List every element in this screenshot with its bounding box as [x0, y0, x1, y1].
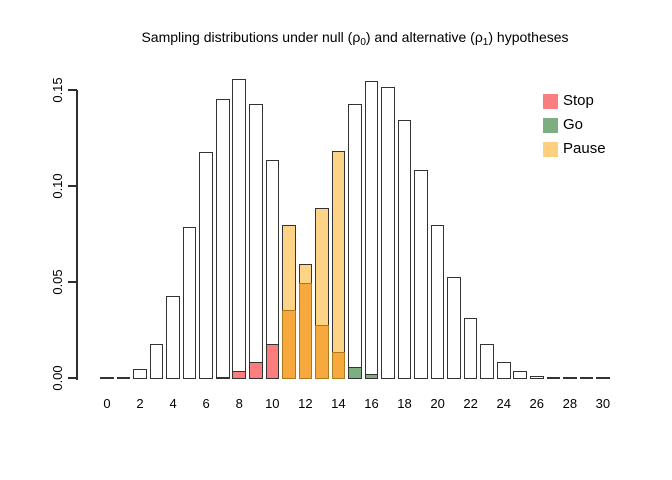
y-tick	[68, 185, 77, 187]
chart-title-text: Sampling distributions under null (ρ	[141, 29, 361, 45]
chart-title: Sampling distributions under null (ρ0) a…	[55, 29, 655, 48]
bar-null-x5	[182, 227, 197, 379]
bar-alt-x23	[480, 344, 494, 379]
bar-null-x16	[364, 374, 379, 379]
x-tick-label: 18	[397, 396, 412, 411]
x-tick-label: 20	[430, 396, 445, 411]
legend-label-pause: Pause	[563, 140, 606, 157]
legend-swatch-go	[543, 118, 558, 133]
bar-alt-x27	[546, 376, 561, 379]
bar-alt-x24	[496, 361, 511, 379]
bar-null-x15	[348, 367, 362, 379]
bar-null-x1	[116, 376, 131, 379]
bar-null-x30	[596, 376, 610, 379]
bar-alt-x11	[282, 309, 296, 379]
y-tick-label: 0.05	[50, 269, 65, 295]
bar-alt-x29	[579, 376, 594, 379]
bar-null-x14	[331, 352, 346, 379]
bar-alt-x15	[348, 104, 362, 379]
bar-null-x13	[315, 325, 329, 379]
y-tick	[68, 281, 77, 283]
x-tick-label: 8	[235, 396, 243, 411]
bar-alt-x9	[248, 361, 263, 379]
bar-alt-x28	[563, 376, 577, 379]
x-tick-label: 26	[529, 396, 544, 411]
bar-null-x2	[133, 369, 147, 379]
chart-title-text-end: ) hypotheses	[488, 29, 569, 45]
bar-alt-x20	[430, 225, 445, 379]
x-tick-label: 22	[463, 396, 478, 411]
bar-alt-x25	[513, 371, 528, 379]
bar-alt-x18	[397, 119, 412, 379]
rho1-subscript: 1	[482, 37, 489, 48]
bar-alt-x22	[463, 317, 478, 379]
y-tick-label: 0.00	[50, 365, 65, 391]
legend-swatch-stop	[543, 94, 558, 109]
bar-null-x12	[298, 283, 313, 379]
bar-null-x0	[100, 376, 114, 379]
bar-alt-x17	[381, 87, 395, 379]
x-tick-label: 16	[364, 396, 379, 411]
bar-alt-x19	[414, 169, 428, 379]
y-tick-label: 0.15	[50, 77, 65, 103]
x-tick-label: 2	[136, 396, 144, 411]
bar-alt-x8	[232, 371, 247, 379]
bar-null-x7	[215, 98, 230, 379]
bar-alt-x10	[265, 344, 280, 379]
legend-swatch-pause	[543, 142, 558, 157]
bar-null-x4	[166, 296, 180, 379]
rho0-subscript: 0	[360, 37, 366, 48]
x-tick-label: 0	[103, 396, 111, 411]
x-tick-label: 28	[562, 396, 578, 411]
bar-alt-x26	[529, 376, 544, 379]
bar-alt-x16	[364, 81, 379, 379]
bar-alt-x14	[331, 150, 346, 379]
legend-label-stop: Stop	[563, 92, 594, 109]
x-tick-label: 6	[202, 396, 210, 411]
bar-null-x9	[248, 104, 263, 379]
x-tick-label: 30	[595, 396, 611, 411]
x-tick-label: 24	[496, 396, 511, 411]
y-tick-label: 0.10	[50, 173, 65, 199]
chart-title-text-mid: ) and alternative (ρ	[365, 29, 483, 45]
bar-alt-x21	[447, 277, 461, 379]
bar-alt-x7	[215, 376, 230, 379]
x-tick-label: 10	[265, 396, 280, 411]
y-tick	[68, 89, 77, 91]
bar-null-x8	[232, 79, 247, 379]
y-axis-line	[76, 90, 78, 380]
y-tick	[68, 377, 77, 379]
x-tick-label: 12	[298, 396, 313, 411]
bar-null-x6	[199, 152, 213, 379]
x-tick-label: 14	[331, 396, 346, 411]
bar-null-x3	[149, 344, 164, 379]
legend-label-go: Go	[563, 116, 584, 133]
x-tick-label: 4	[169, 396, 177, 411]
